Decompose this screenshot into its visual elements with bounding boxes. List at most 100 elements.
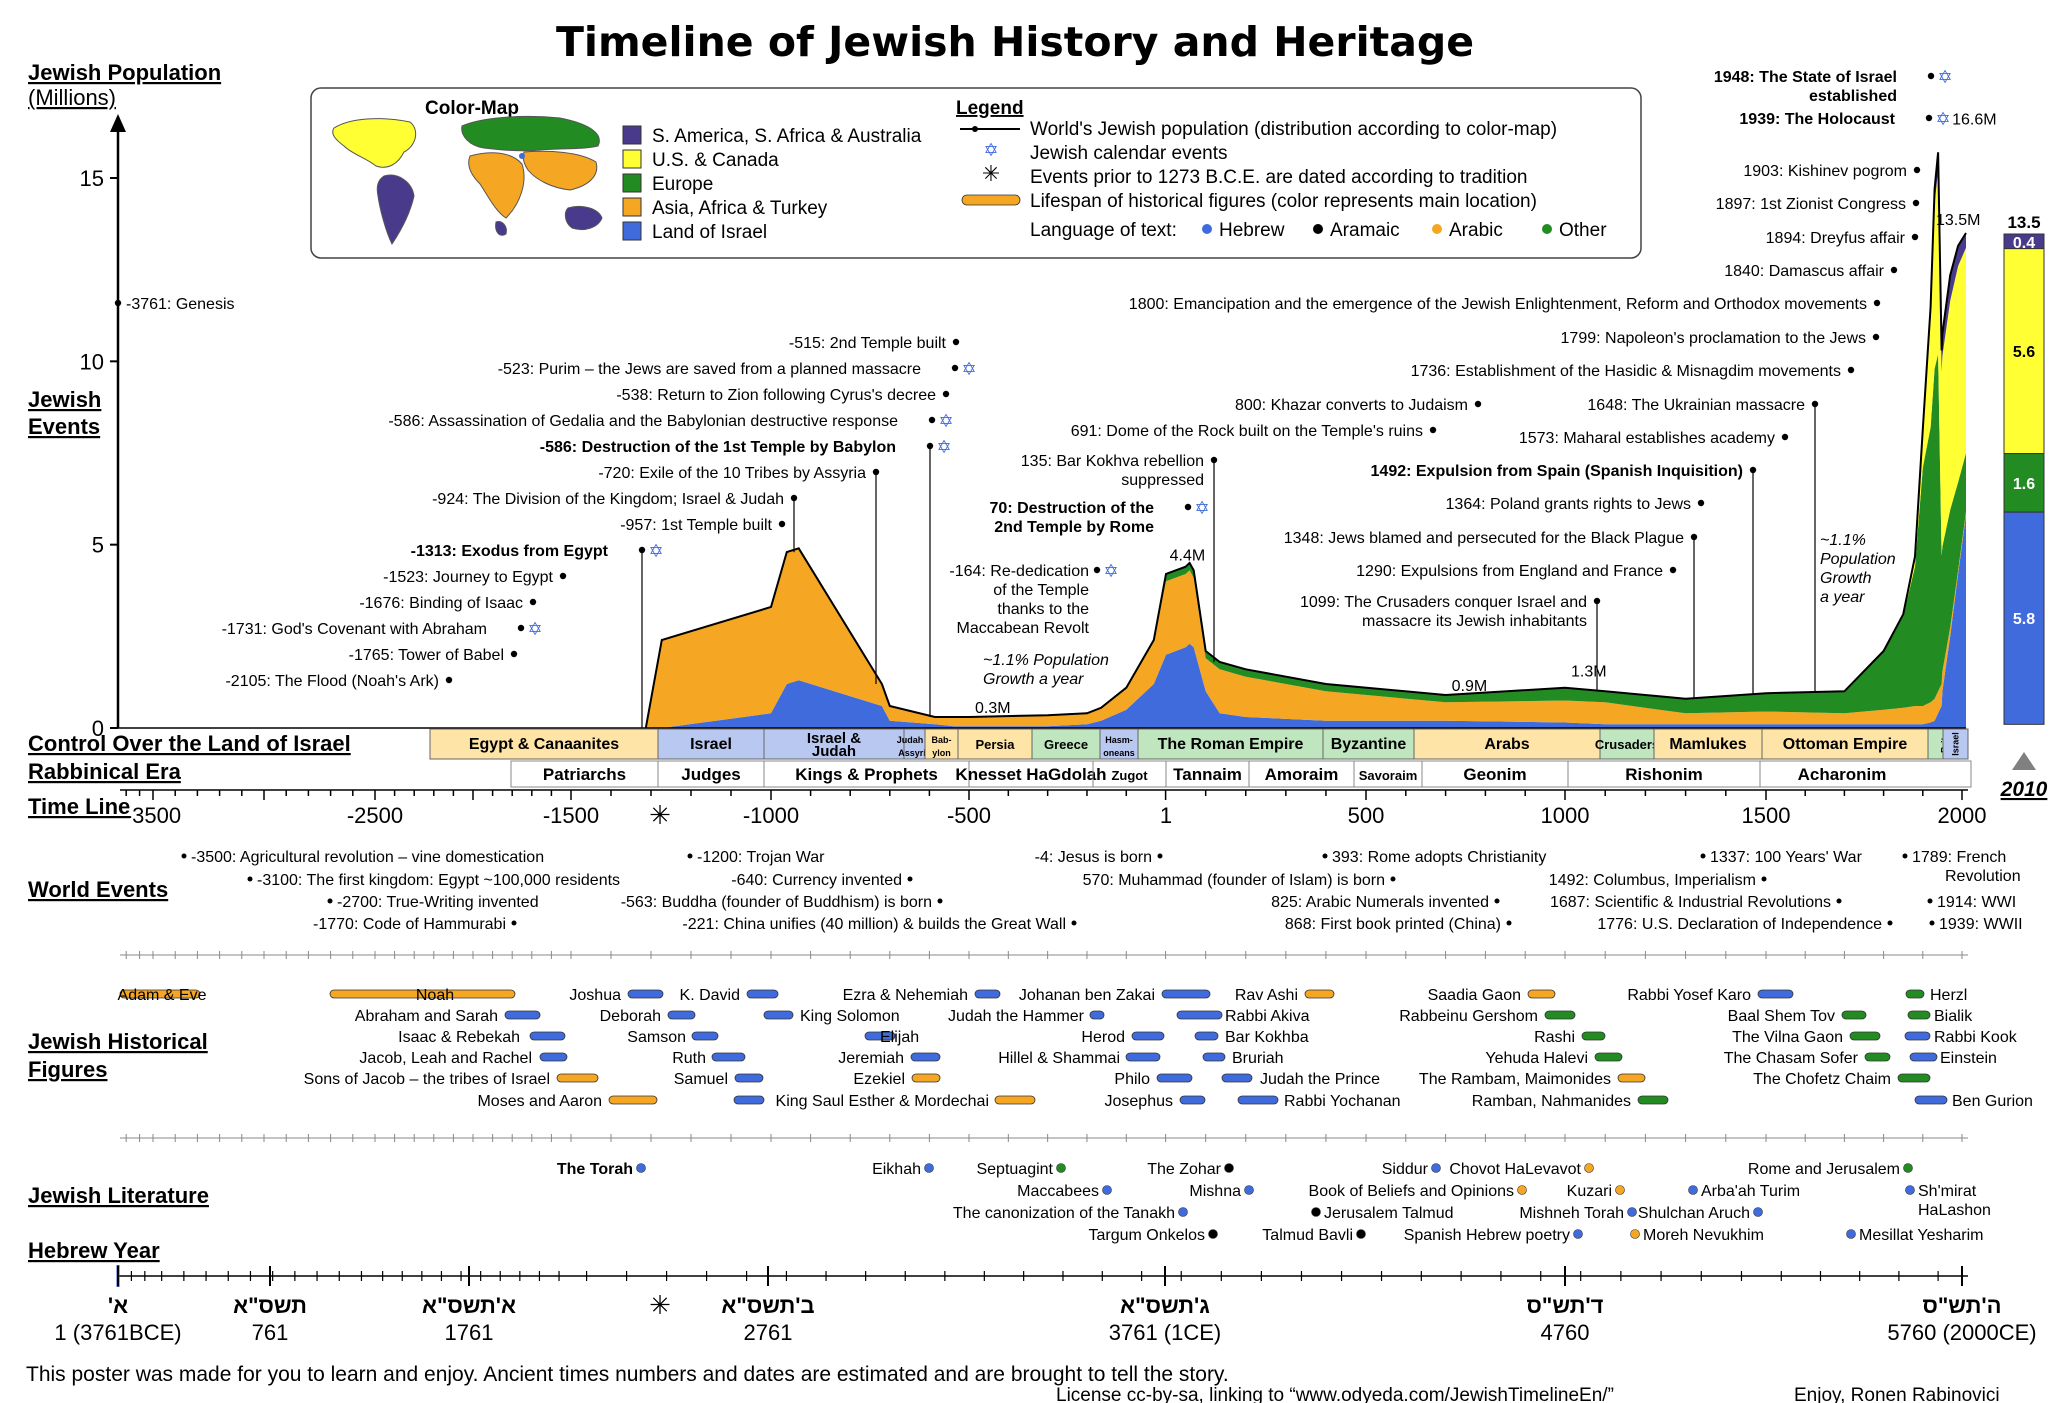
map-israel xyxy=(519,153,525,159)
world-event-dot xyxy=(1928,899,1933,904)
section-separator xyxy=(120,951,1968,959)
hebrew-year-number: 1761 xyxy=(445,1320,494,1345)
world-map xyxy=(322,116,612,246)
world-event-label: 1789: French xyxy=(1912,849,2006,866)
figure-lifespan-bar xyxy=(1528,990,1555,998)
literature-dot xyxy=(1225,1164,1234,1173)
control-label: The Roman Empire xyxy=(1158,736,1304,753)
hebrew-year-number: 1 (3761BCE) xyxy=(54,1320,181,1345)
figure-lifespan-bar xyxy=(505,1011,540,1019)
calendar-star-icon: ✡ xyxy=(983,140,998,160)
literature-dot xyxy=(1616,1186,1625,1195)
event-label: -2105: The Flood (Noah's Ark) xyxy=(225,673,439,690)
figure-lifespan-bar xyxy=(995,1096,1035,1104)
figure-label: Jacob, Leah and Rachel xyxy=(359,1050,532,1067)
language-name: Other xyxy=(1559,220,1607,241)
colormap-swatch xyxy=(623,222,641,240)
figure-label: Samuel xyxy=(674,1071,728,1088)
event-dot xyxy=(1873,334,1879,340)
control-label: Greece xyxy=(1044,737,1088,752)
control-label: Bab- xyxy=(932,735,952,745)
time-tick-label: 500 xyxy=(1348,803,1385,828)
colormap-label: S. America, S. Africa & Australia xyxy=(652,126,922,147)
figure-label: King Solomon xyxy=(800,1008,900,1025)
event-label: -924: The Division of the Kingdom; Israe… xyxy=(432,491,784,508)
colormap-label: Europe xyxy=(652,174,713,195)
figure-lifespan-bar xyxy=(1910,1053,1937,1061)
colormap-swatch xyxy=(623,198,641,216)
colormap-swatch xyxy=(623,126,641,144)
event-label: 1939: The Holocaust xyxy=(1739,111,1895,128)
hebrew-year-number: 2761 xyxy=(744,1320,793,1345)
literature-label: Mesillat Yesharim xyxy=(1859,1227,1984,1244)
control-label: Egypt & Canaanites xyxy=(469,736,619,753)
figure-label: Judah the Hammer xyxy=(948,1008,1085,1025)
hebrew-year-number: 4760 xyxy=(1541,1320,1590,1345)
figure-lifespan-bar xyxy=(1222,1074,1252,1082)
hebrew-year-label: א' xyxy=(108,1293,128,1318)
y-axis-label-2: (Millions) xyxy=(28,85,116,110)
section-label-control: Control Over the Land of Israel xyxy=(28,731,351,756)
figure-lifespan-bar xyxy=(1238,1096,1278,1104)
era-label: Zugot xyxy=(1111,768,1148,783)
literature-label: Siddur xyxy=(1382,1161,1429,1178)
figure-label: Saadia Gaon xyxy=(1428,987,1521,1004)
figure-lifespan-bar xyxy=(1898,1074,1930,1082)
literature-label: The canonization of the Tanakh xyxy=(953,1205,1175,1222)
literature-dot xyxy=(1179,1208,1188,1217)
population-label: 13.5M xyxy=(1936,212,1980,229)
population-label: 0.9M xyxy=(1452,678,1488,695)
world-event-dot xyxy=(1072,921,1077,926)
world-event-dot xyxy=(248,877,253,882)
world-event-dot xyxy=(1903,854,1908,859)
world-event-dot xyxy=(1391,877,1396,882)
event-dot xyxy=(1430,427,1436,433)
language-name: Hebrew xyxy=(1219,220,1285,241)
colormap-swatch xyxy=(623,150,641,168)
literature-label: Chovot HaLevavot xyxy=(1449,1161,1581,1178)
event-dot xyxy=(1475,401,1481,407)
era-label: Knesset HaGdolah xyxy=(955,765,1106,784)
literature-label: Mishna xyxy=(1189,1183,1241,1200)
event-label: -538: Return to Zion following Cyrus's d… xyxy=(616,387,936,404)
world-event-label: -4: Jesus is born xyxy=(1035,849,1152,866)
event-label: massacre its Jewish inhabitants xyxy=(1362,613,1587,630)
calendar-star-icon: ✡ xyxy=(936,437,951,457)
world-event-label: 825: Arabic Numerals invented xyxy=(1271,894,1489,911)
figure-label: Bar Kokhba xyxy=(1225,1029,1309,1046)
figure-label: Bruriah xyxy=(1232,1050,1284,1067)
figure-label: Deborah xyxy=(600,1008,661,1025)
figure-label: Ben Gurion xyxy=(1952,1093,2033,1110)
event-dot xyxy=(1891,267,1897,273)
calendar-star-icon: ✡ xyxy=(1935,109,1950,129)
event-label: established xyxy=(1809,88,1897,105)
figure-label: Rashi xyxy=(1534,1029,1575,1046)
event-dot xyxy=(518,625,524,631)
literature-label: Jerusalem Talmud xyxy=(1324,1205,1454,1222)
section-label-timeline: Time Line xyxy=(28,794,130,819)
figure-lifespan-bar xyxy=(764,1011,793,1019)
event-dot xyxy=(1913,200,1919,206)
figure-label: Ramban, Nahmanides xyxy=(1472,1093,1631,1110)
event-dot xyxy=(1670,567,1676,573)
growth-annotation: ~1.1% xyxy=(1820,532,1866,549)
hebrew-year-label: א'תשס"א xyxy=(422,1293,516,1318)
world-event-label: -1200: Trojan War xyxy=(697,849,825,866)
world-event-label: 1776: U.S. Declaration of Independence xyxy=(1597,916,1882,933)
control-label: Mamlukes xyxy=(1669,736,1746,753)
figure-lifespan-bar xyxy=(734,1096,764,1104)
event-label: 1800: Emancipation and the emergence of … xyxy=(1129,296,1867,313)
y-axis-arrow xyxy=(110,114,126,132)
world-event-dot xyxy=(1507,921,1512,926)
literature-dot xyxy=(1057,1164,1066,1173)
world-event-dot xyxy=(182,854,187,859)
world-event-label: -3100: The first kingdom: Egypt ~100,000… xyxy=(257,872,620,889)
legend-item-label: Jewish calendar events xyxy=(1030,143,1228,164)
literature-dot xyxy=(1518,1186,1527,1195)
colormap-swatch xyxy=(623,174,641,192)
world-event-label: -3500: Agricultural revolution – vine do… xyxy=(191,849,544,866)
event-label: 800: Khazar converts to Judaism xyxy=(1235,397,1468,414)
literature-dot xyxy=(1906,1186,1915,1195)
event-dot xyxy=(1928,73,1934,79)
section-label-events-1: Jewish xyxy=(28,387,101,412)
